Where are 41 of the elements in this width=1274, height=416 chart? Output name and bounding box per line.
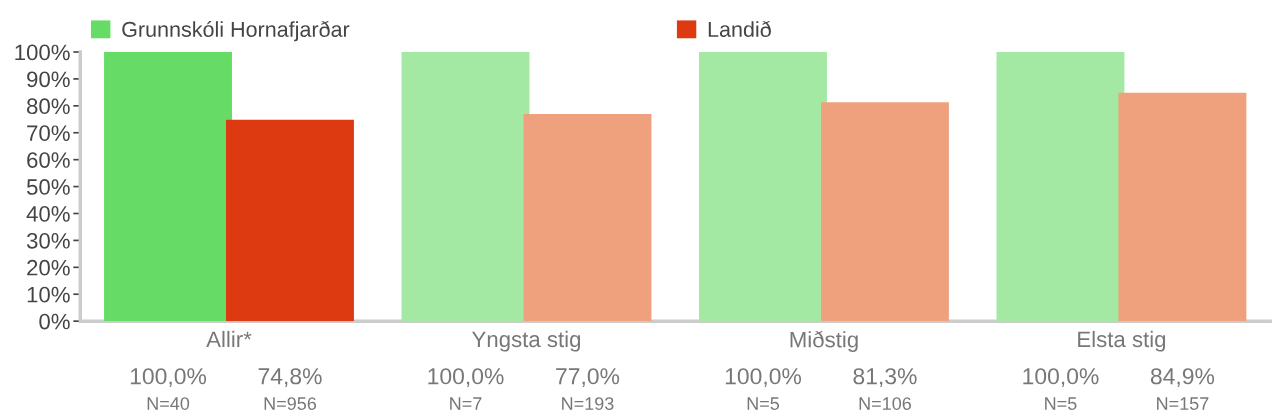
y-tick-label: 70%	[27, 125, 70, 142]
bar	[996, 52, 1125, 322]
legend-label: Grunnskóli Hornafjarðar	[122, 20, 350, 42]
text: N=5	[1045, 397, 1077, 410]
data-label: 100,0%	[1023, 368, 1099, 388]
bar	[1118, 92, 1247, 322]
y-tick-label: 40%	[26, 206, 70, 222]
text: N=106	[859, 397, 911, 410]
text: N=5	[747, 397, 780, 410]
bar	[523, 113, 652, 322]
x-tick-label: Allir*	[206, 330, 252, 347]
text: N=193	[562, 397, 614, 410]
bar	[820, 102, 949, 322]
data-label: 84,9%	[1150, 368, 1215, 388]
y-tick-label: 50%	[26, 179, 70, 195]
y-tick-label: 0%	[39, 313, 70, 330]
data-label: 74,8%	[258, 368, 322, 388]
bar	[699, 52, 827, 322]
y-tick-label: 30%	[26, 232, 70, 249]
data-label: 100,0%	[130, 368, 207, 388]
y-tick-label: 90%	[27, 71, 70, 88]
x-tick-label: Elsta stig	[1078, 330, 1166, 352]
y-tick-label: 10%	[27, 286, 70, 303]
bar	[104, 52, 232, 322]
legend-label: Landið	[708, 20, 771, 37]
x-tick-label: Miðstig	[790, 330, 858, 352]
data-label: 77,0%	[556, 368, 620, 388]
x-tick-label: Yngsta stig	[472, 330, 581, 352]
y-tick-label: 60%	[27, 152, 70, 168]
data-label: 81,3%	[853, 368, 917, 388]
y-tick-label: 80%	[27, 98, 70, 115]
text: N=40	[147, 397, 190, 410]
data-label: 100,0%	[725, 368, 802, 388]
text: N=7	[450, 397, 482, 410]
bar	[401, 52, 530, 322]
data-label: 100,0%	[428, 368, 504, 388]
text: N=157	[1157, 397, 1209, 410]
y-tick-label: 100%	[15, 44, 70, 61]
y-tick-label: 20%	[27, 259, 70, 276]
bar	[226, 119, 354, 322]
text: N=956	[264, 397, 317, 410]
